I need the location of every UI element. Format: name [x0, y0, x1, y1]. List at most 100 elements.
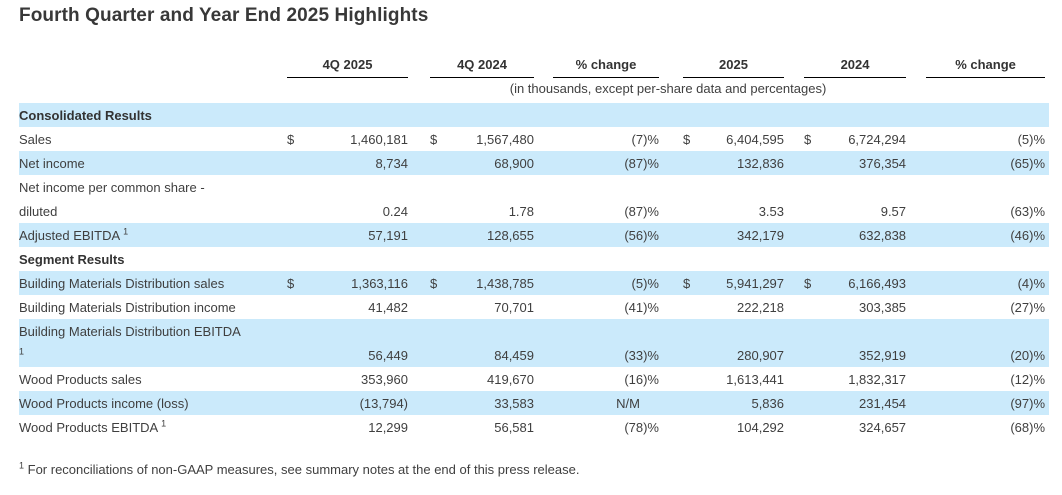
currency-symbol: [804, 343, 820, 367]
cell-value-4q-2025: 41,482: [368, 299, 408, 315]
cell-pct-change-quarter: (87)%: [624, 155, 659, 171]
row-label: Building Materials Distribution income: [19, 299, 236, 315]
table-row: Wood Products income (loss) (13,794) 33,58…: [19, 391, 1050, 415]
currency-symbol: [287, 295, 303, 319]
cell-spacer: [1045, 271, 1049, 295]
cell-spacer: [1045, 151, 1049, 175]
table-row: diluted 0.24 1.78 (87)% 3.53 9.57 (63)%: [19, 199, 1049, 223]
cell-spacer: [534, 391, 553, 415]
cell-value-4q-2025: 56,449: [368, 347, 408, 363]
units-row: (in thousands, except per-share data and…: [19, 77, 1049, 103]
table-row: Net income 8,734 68,900 (87)% 132,836 376,354…: [19, 151, 1050, 175]
footnote-marker: 1: [161, 418, 167, 429]
cell-value-2025: 104,292: [737, 419, 785, 435]
cell-pct-change-year: (4)%: [1017, 275, 1046, 291]
cell-pct-change-year: (97)%: [1010, 395, 1046, 411]
cell-spacer: [408, 295, 430, 319]
section-row: Consolidated Results: [19, 103, 1050, 127]
cell-spacer: [784, 295, 804, 319]
cell-spacer: [534, 271, 553, 295]
header-spacer: [784, 46, 804, 77]
currency-symbol: $: [430, 275, 438, 291]
cell-value-2025: 1,613,441: [726, 371, 785, 387]
cell-spacer: [1045, 391, 1049, 415]
cell-pct-change-quarter: (87)%: [624, 203, 659, 219]
col-header-pct-change-quarter: % change: [553, 46, 659, 78]
cell-value-4q-2025: 57,191: [368, 227, 408, 243]
units-spacer: [19, 77, 287, 103]
cell-pct-change-year: (12)%: [1010, 371, 1046, 387]
cell-spacer: [1045, 199, 1049, 223]
cell-spacer: [906, 367, 926, 391]
currency-symbol: [683, 295, 699, 319]
cell-spacer: [784, 223, 804, 247]
currency-symbol: [804, 151, 820, 175]
cell-value-4q-2025: 12,299: [368, 419, 408, 435]
section-label: Consolidated Results: [19, 107, 152, 123]
cell-pct-change-year: (5)%: [1017, 131, 1046, 147]
cell-value-4q-2025: 1,460,181: [350, 131, 408, 147]
table-row: Sales $1,460,181 $1,567,480 (7)% $6,404,595 $…: [19, 127, 1049, 151]
table-row: Wood Products sales 353,960 419,670 (16)% 1,…: [19, 367, 1049, 391]
col-header-pct-change-year: % change: [926, 46, 1046, 78]
row-label: Net income: [19, 155, 85, 171]
row-label: Wood Products EBITDA 1: [19, 418, 167, 435]
cell-value-4q-2025: (13,794): [359, 395, 408, 411]
cell-pct-change-quarter: (78)%: [624, 419, 659, 435]
cell-value-2025: 280,907: [737, 347, 785, 363]
cell-value-4q-2024: 1.78: [508, 203, 534, 219]
currency-symbol: [683, 415, 699, 439]
currency-symbol: [430, 391, 446, 415]
row-label: Adjusted EBITDA 1: [19, 226, 129, 243]
cell-spacer: [534, 127, 553, 151]
cell-value-2024: 376,354: [859, 155, 907, 171]
cell-spacer: [784, 271, 804, 295]
currency-symbol: [804, 199, 820, 223]
footnote-marker: 1: [19, 460, 25, 471]
cell-spacer: [906, 295, 926, 319]
cell-value-2024: 303,385: [859, 299, 907, 315]
cell-value-2024: 9.57: [880, 203, 907, 219]
cell-value-2024: 324,657: [859, 419, 907, 435]
cell-spacer: [784, 391, 804, 415]
cell-value-4q-2024: 33,583: [494, 395, 534, 411]
cell-pct-change-quarter: (33)%: [624, 347, 659, 363]
row-label: Sales: [19, 131, 52, 147]
cell-spacer: [534, 223, 553, 247]
cell-value-4q-2024: 419,670: [487, 371, 534, 387]
table-row: Net income per common share -: [19, 175, 1049, 199]
header-spacer: [534, 46, 553, 77]
cell-spacer: [906, 127, 926, 151]
currency-symbol: [430, 295, 446, 319]
currency-symbol: $: [287, 131, 295, 147]
currency-symbol: [287, 151, 303, 175]
header-spacer: [408, 46, 430, 77]
cell-spacer: [784, 367, 804, 391]
currency-symbol: $: [683, 275, 691, 291]
cell-spacer: [1045, 415, 1049, 439]
currency-symbol: [287, 223, 303, 247]
cell-value-4q-2025: 1,363,116: [351, 275, 408, 291]
cell-spacer: [534, 151, 553, 175]
cell-value-2025: 5,941,297: [726, 275, 785, 291]
currency-symbol: [683, 343, 699, 367]
cell-pct-change-quarter: (56)%: [624, 227, 659, 243]
currency-symbol: [430, 415, 446, 439]
cell-spacer: [408, 343, 430, 367]
cell-value-2025: 132,836: [737, 155, 785, 171]
cell-spacer: [784, 151, 804, 175]
section-row: Segment Results: [19, 247, 1049, 271]
currency-symbol: [683, 199, 699, 223]
table-row: 1 56,449 84,459 (33)% 280,907 352,919 (20)%: [19, 343, 1050, 367]
col-header-4q-2025: 4Q 2025: [287, 46, 408, 78]
cell-spacer: [1045, 295, 1049, 319]
row-label: Net income per common share -: [19, 179, 205, 195]
cell-value-2024: 352,919: [859, 347, 907, 363]
cell-spacer: [1045, 343, 1049, 367]
cell-value-2025: 342,179: [737, 227, 785, 243]
cell-value-4q-2025: 8,734: [375, 155, 408, 171]
cell-value-4q-2025: 0.24: [382, 203, 408, 219]
row-label: Building Materials Distribution EBITDA: [19, 323, 241, 339]
cell-spacer: [906, 391, 926, 415]
cell-spacer: [534, 199, 553, 223]
